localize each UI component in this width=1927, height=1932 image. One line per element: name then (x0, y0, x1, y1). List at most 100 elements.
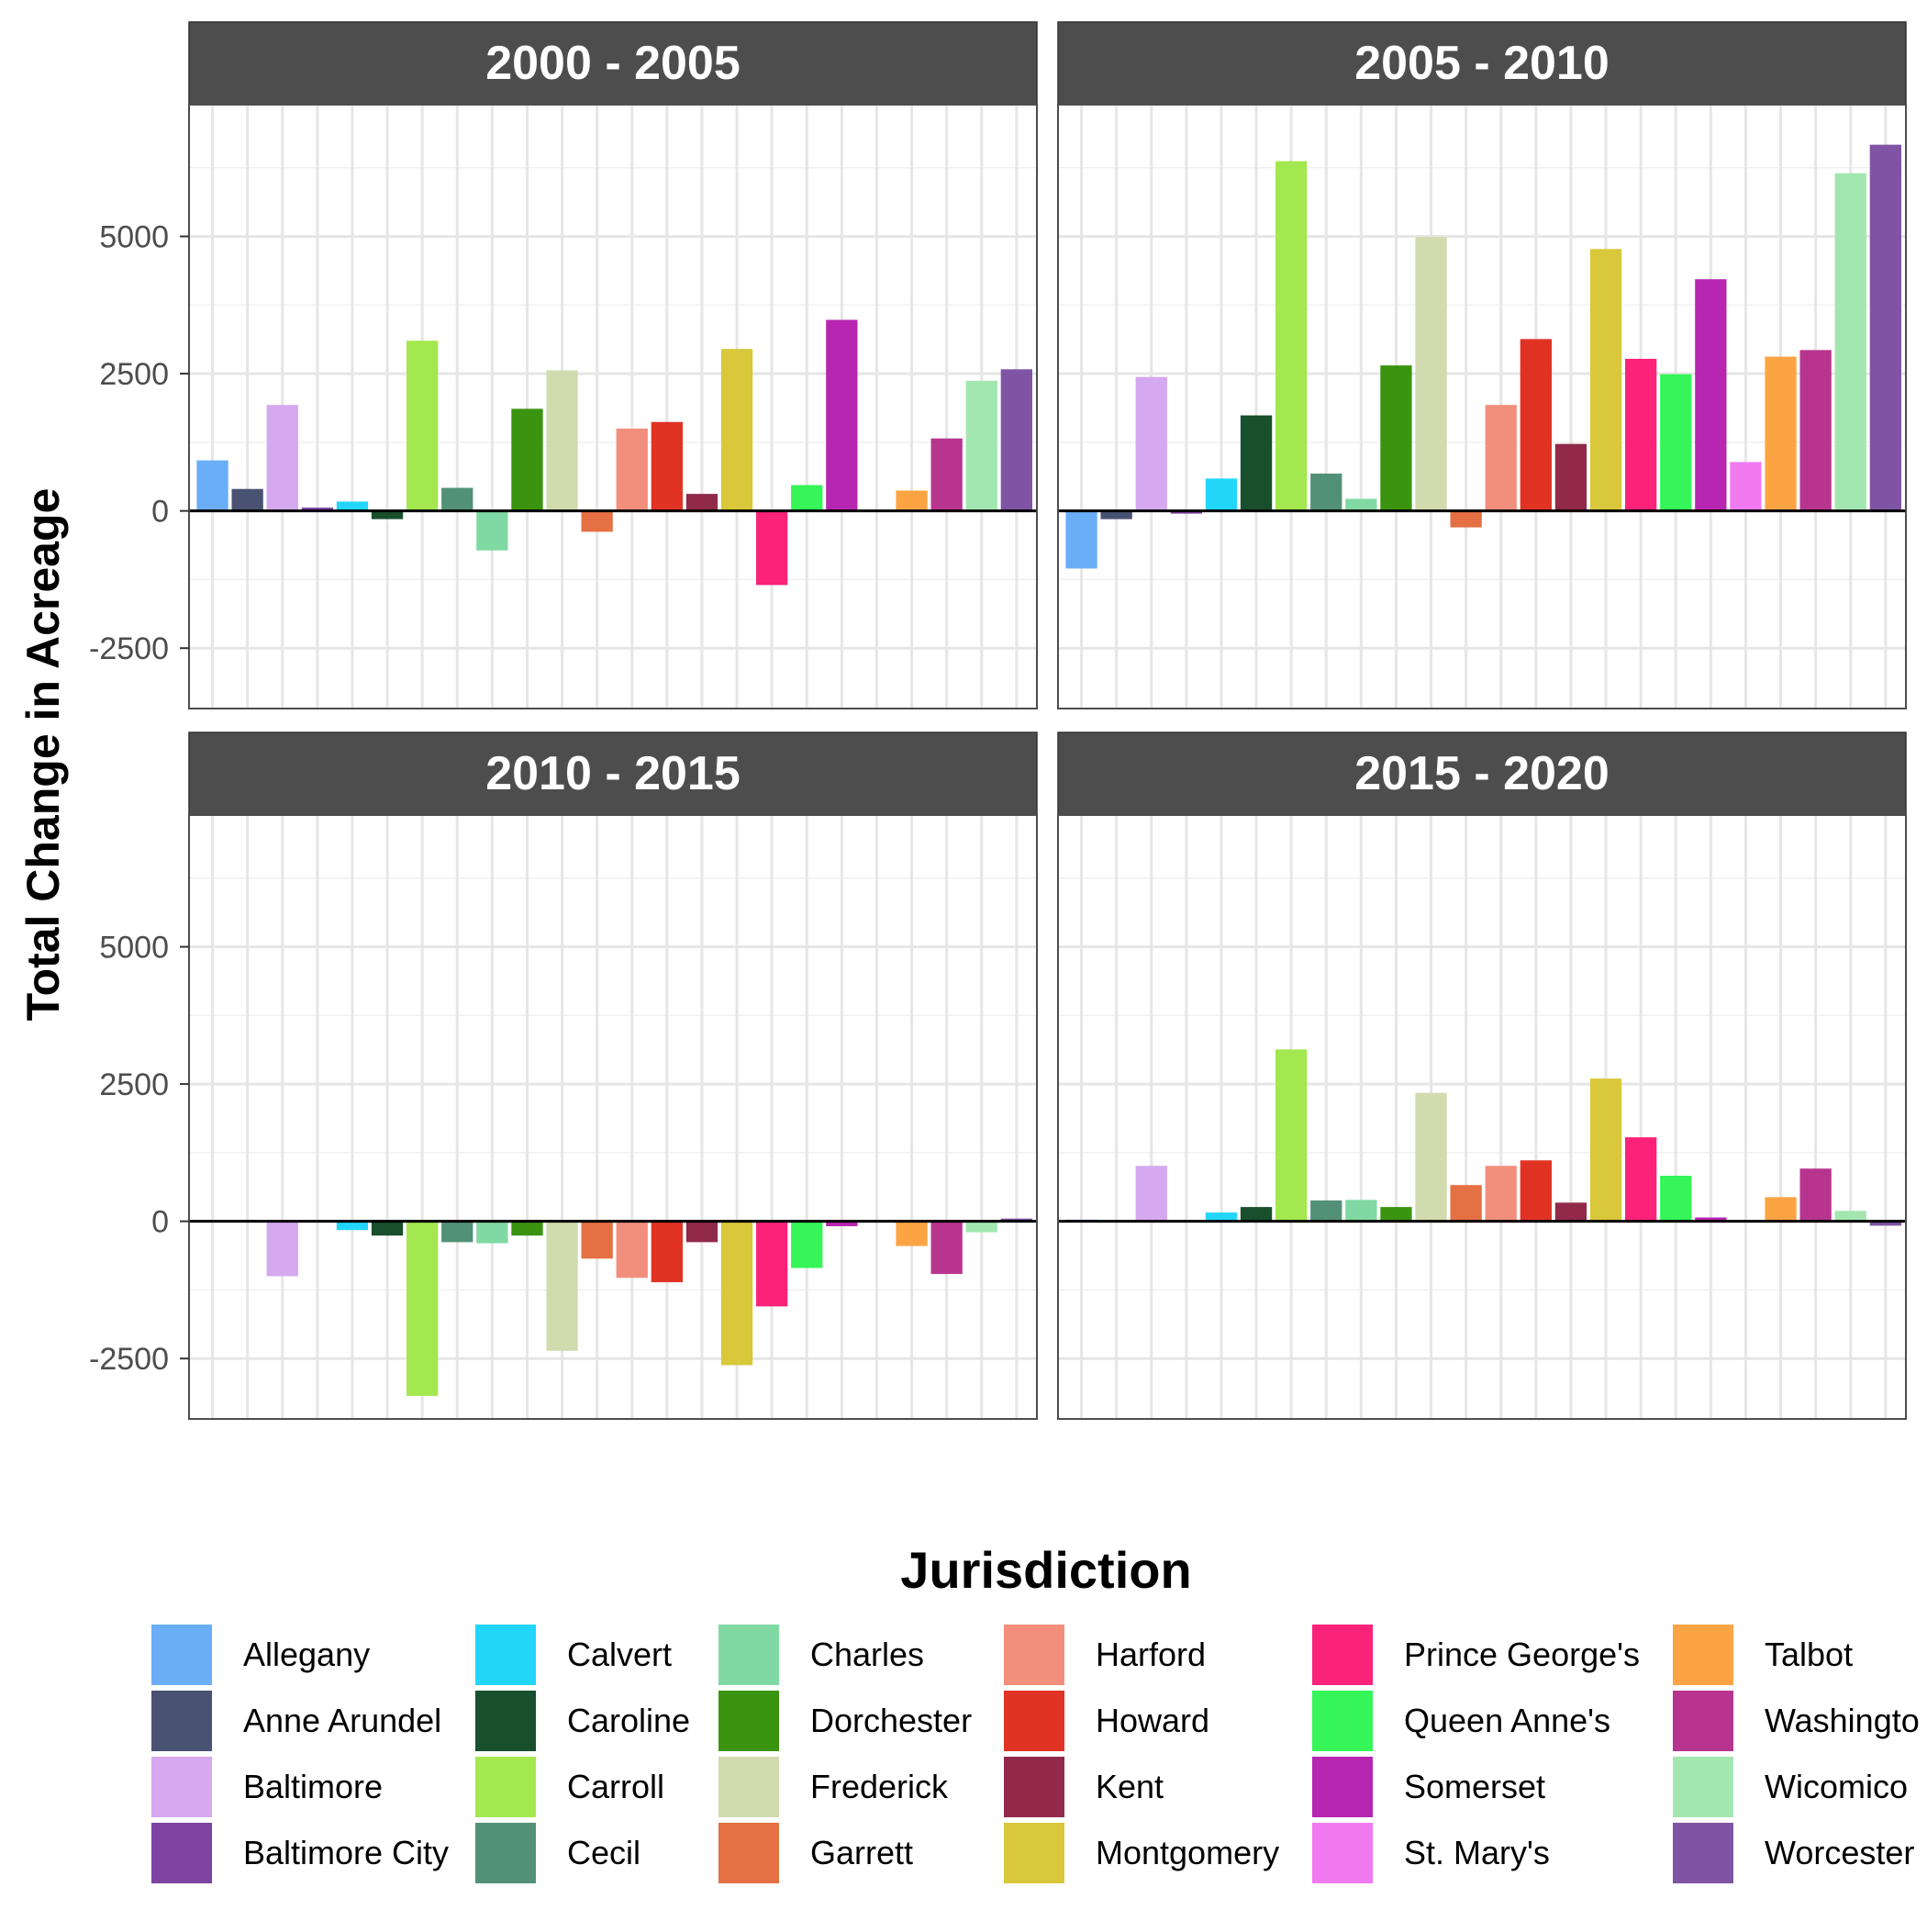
bar-charles (1345, 498, 1376, 510)
bar-dorchester (1380, 1207, 1411, 1222)
y-tick-label: 5000 (99, 220, 169, 255)
y-tick-label: 5000 (99, 931, 169, 966)
legend-swatch (1673, 1823, 1733, 1883)
legend-item: Baltimore (151, 1757, 383, 1817)
legend-swatch (151, 1757, 212, 1817)
legend-label: Montgomery (1096, 1834, 1279, 1871)
bar-frederick (546, 1222, 577, 1351)
legend-swatch (1312, 1757, 1373, 1817)
legend-item: Garrett (718, 1823, 913, 1883)
legend-item: Baltimore City (151, 1823, 449, 1883)
legend-item: Prince George's (1312, 1625, 1640, 1685)
bar-queen-anne-s (791, 486, 822, 511)
bar-anne-arundel (232, 489, 263, 511)
legend-label: Howard (1096, 1702, 1209, 1739)
legend-swatch (718, 1691, 779, 1751)
y-tick-label: -2500 (89, 631, 169, 666)
bar-dorchester (511, 1222, 542, 1236)
bar-montgomery (721, 1222, 752, 1366)
bar-prince-george-s (1625, 359, 1656, 511)
bar-st-mary-s (1730, 462, 1761, 510)
bar-howard (652, 422, 683, 511)
legend-item: Dorchester (718, 1691, 972, 1751)
bar-talbot (1765, 357, 1796, 511)
bar-allegany (1065, 511, 1097, 569)
bar-charles (1345, 1200, 1376, 1221)
bar-washingto (931, 1222, 963, 1274)
bar-talbot (1765, 1197, 1796, 1221)
legend-item: Frederick (718, 1757, 949, 1817)
bar-cecil (1310, 474, 1342, 511)
bar-worcester (1001, 369, 1032, 510)
bar-caroline (1241, 1207, 1272, 1222)
panel-title: 2000 - 2005 (485, 37, 741, 90)
y-axis-title: Total Change in Acreage (17, 488, 69, 1022)
bar-cecil (441, 488, 473, 511)
legend-item: Harford (1004, 1625, 1206, 1685)
bar-howard (652, 1222, 683, 1282)
legend-label: Baltimore City (243, 1834, 449, 1871)
y-tick-label: 2500 (99, 1067, 169, 1102)
legend-label: Anne Arundel (243, 1702, 441, 1739)
bar-washingto (1800, 350, 1832, 510)
legend-swatch (1004, 1823, 1064, 1883)
legend-swatch (718, 1757, 779, 1817)
legend-swatch (1673, 1757, 1733, 1817)
legend-item: Somerset (1312, 1757, 1545, 1817)
legend-item: St. Mary's (1312, 1823, 1550, 1883)
legend-swatch (151, 1823, 212, 1883)
legend-label: Baltimore (243, 1768, 383, 1805)
legend-item: Anne Arundel (151, 1691, 441, 1751)
bar-caroline (1241, 416, 1272, 511)
legend-label: Cecil (567, 1834, 640, 1871)
bar-harford (1486, 405, 1517, 510)
legend-swatch (1673, 1691, 1733, 1751)
legend-label: Talbot (1765, 1636, 1853, 1673)
legend-swatch (1004, 1625, 1064, 1685)
y-tick-label: 0 (151, 495, 169, 530)
bar-harford (617, 1222, 648, 1279)
legend-item: Washingto (1673, 1691, 1920, 1751)
legend-swatch (151, 1625, 212, 1685)
legend-swatch (475, 1757, 536, 1817)
y-tick-label: -2500 (89, 1342, 169, 1377)
bar-garrett (1451, 1185, 1482, 1221)
bar-talbot (896, 1222, 927, 1246)
bar-prince-george-s (756, 1222, 787, 1307)
bar-kent (686, 494, 718, 511)
legend-item: Talbot (1673, 1625, 1853, 1685)
bar-harford (1486, 1166, 1517, 1221)
y-tick-label: 0 (151, 1205, 169, 1240)
legend-label: Harford (1096, 1636, 1206, 1673)
bar-howard (1520, 339, 1552, 510)
legend-swatch (1312, 1823, 1373, 1883)
bar-talbot (896, 491, 927, 511)
legend-label: Charles (810, 1636, 924, 1673)
bar-kent (1555, 444, 1587, 511)
bar-montgomery (1590, 1078, 1621, 1222)
bar-calvert (337, 501, 368, 510)
bar-frederick (546, 371, 577, 511)
legend-label: Wicomico (1765, 1768, 1908, 1805)
bar-somerset (1695, 279, 1726, 510)
legend-label: Somerset (1404, 1768, 1545, 1805)
legend-swatch (1312, 1625, 1373, 1685)
bar-carroll (1275, 162, 1307, 511)
bar-allegany (196, 461, 228, 511)
panel-2: 2005 - 2010 (1058, 22, 1906, 709)
bar-wicomico (966, 381, 997, 511)
bar-washingto (931, 439, 963, 511)
legend-label: Carroll (567, 1768, 664, 1805)
legend-item: Wicomico (1673, 1757, 1908, 1817)
bar-calvert (1206, 478, 1237, 510)
bar-wicomico (966, 1222, 997, 1233)
legend-label: Calvert (567, 1636, 672, 1673)
legend-item: Kent (1004, 1757, 1164, 1817)
bar-garrett (582, 1222, 613, 1259)
legend-swatch (475, 1823, 536, 1883)
bar-cecil (441, 1222, 473, 1243)
legend-label: Queen Anne's (1404, 1702, 1610, 1739)
legend-item: Worcester (1673, 1823, 1914, 1883)
